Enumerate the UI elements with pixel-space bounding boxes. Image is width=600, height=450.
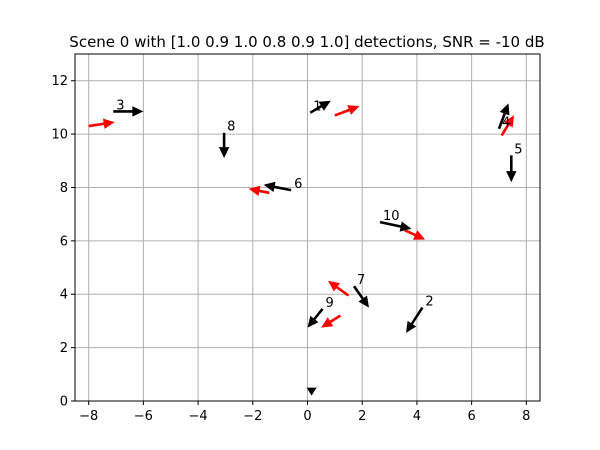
y-tick-label: 4	[60, 288, 68, 303]
chart-title: Scene 0 with [1.0 0.9 1.0 0.8 0.9 1.0] d…	[69, 33, 544, 51]
estimate-arrow	[248, 185, 270, 196]
estimate-arrows	[88, 105, 514, 328]
x-tick-label: 4	[413, 409, 421, 424]
arrow-label: 6	[294, 177, 302, 192]
truth-arrow	[379, 220, 412, 232]
x-tick-label: −8	[79, 409, 98, 424]
truth-arrow	[307, 308, 324, 328]
x-tick-label: −6	[134, 409, 153, 424]
arrow-label: 1	[313, 100, 321, 115]
y-tick-label: 0	[60, 395, 68, 410]
estimate-arrow	[321, 314, 341, 328]
arrow-label: 9	[326, 296, 334, 311]
y-tick-label: 10	[51, 128, 68, 143]
arrow-label: 5	[514, 142, 522, 157]
truth-arrow	[406, 306, 424, 333]
arrow-labels: 1 2 3 45 6 7 8 9 10	[116, 98, 522, 311]
grid-lines	[75, 54, 540, 402]
y-tick-label: 6	[60, 234, 68, 249]
x-tick-label: 6	[467, 409, 475, 424]
arrow-label: 8	[227, 120, 235, 135]
y-tick-label: 8	[60, 181, 68, 196]
truth-arrow	[306, 387, 317, 396]
arrow-label: 7	[357, 273, 365, 288]
truth-arrow	[497, 103, 510, 130]
x-tick-label: −2	[243, 409, 262, 424]
truth-arrow	[218, 132, 230, 159]
arrow-label: 2	[425, 295, 433, 310]
x-tick-label: 2	[358, 409, 366, 424]
arrow-label: 4	[502, 116, 510, 131]
arrow-label: 3	[116, 98, 124, 113]
estimate-arrow	[88, 118, 115, 129]
truth-arrow	[309, 100, 331, 114]
truth-arrow	[263, 181, 292, 192]
truth-arrow	[352, 285, 369, 308]
estimate-arrow	[334, 105, 360, 117]
arrow-label: 10	[383, 209, 400, 224]
estimate-arrow	[328, 280, 350, 297]
estimate-arrow	[404, 229, 426, 240]
y-tick-label: 12	[51, 74, 68, 89]
truth-arrows	[113, 100, 517, 396]
x-tick-label: −4	[189, 409, 208, 424]
truth-arrow	[506, 155, 517, 183]
x-tick-label: 8	[522, 409, 530, 424]
truth-arrow	[113, 106, 144, 117]
y-tick-label: 2	[60, 341, 68, 356]
estimate-arrow	[500, 115, 514, 137]
x-tick-label: 0	[303, 409, 311, 424]
